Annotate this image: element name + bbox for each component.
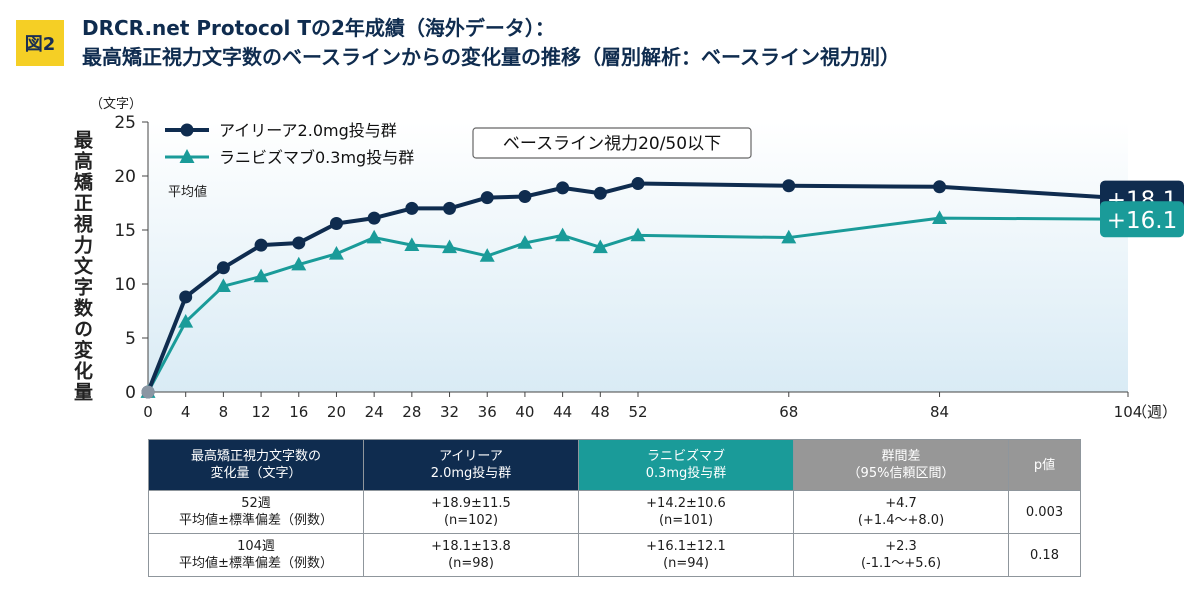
eylea-data-point	[254, 238, 268, 252]
origin-point	[141, 385, 155, 399]
ranibizumab-data-point	[932, 210, 948, 224]
eylea-data-point	[556, 181, 570, 195]
table-header-row: 最高矯正視力文字数の 変化量（文字） アイリーア 2.0mg投与群 ラニビズマブ 0.…	[148, 439, 1081, 491]
y-tick-label: 0	[125, 383, 136, 403]
x-tick-label: 24	[365, 403, 384, 421]
mean-note: 平均値	[168, 184, 207, 200]
table-row: 104週 平均値±標準偏差（例数） +18.1±13.8 (n=98) +16.1±…	[148, 533, 1081, 577]
ranibizumab-data-point	[517, 235, 533, 249]
x-tick-label: 0	[143, 403, 153, 421]
x-tick-label: 104	[1114, 403, 1143, 421]
header-ranibizumab: ラニビズマブ 0.3mg投与群	[578, 439, 794, 491]
plot-area	[148, 122, 1128, 392]
x-tick-label: 28	[402, 403, 421, 421]
subset-label-box	[472, 127, 752, 159]
eylea-data-point	[292, 236, 306, 250]
eylea-data-point	[593, 186, 607, 200]
ranibizumab-data-point	[253, 268, 269, 283]
subset-label: ベースライン視力20/50以下	[503, 134, 721, 154]
header-eylea: アイリーア 2.0mg投与群	[363, 439, 579, 491]
eylea-data-point	[631, 177, 645, 191]
legend-eylea-marker	[180, 123, 194, 137]
y-tick-label: 15	[114, 221, 136, 241]
x-tick-label: 52	[628, 403, 647, 421]
ranibizumab-data-point	[215, 278, 231, 293]
results-table: 最高矯正視力文字数の 変化量（文字） アイリーア 2.0mg投与群 ラニビズマブ 0.…	[148, 439, 1081, 577]
figure-number-badge: 図2	[16, 20, 64, 66]
ranibizumab-data-point	[630, 227, 646, 242]
x-tick-label: 36	[478, 403, 497, 421]
legend-ranibizumab-label: ラニビズマブ0.3mg投与群	[219, 148, 414, 167]
ranibizumab-end-label-box	[1100, 201, 1184, 238]
ranibizumab-data-point	[328, 245, 344, 260]
eylea-value: +18.9±11.5 (n=102)	[363, 490, 579, 534]
x-tick-label: 84	[930, 403, 949, 421]
y-tick-label: 5	[125, 329, 136, 349]
row-label: 104週 平均値±標準偏差（例数）	[148, 533, 364, 577]
x-unit-label: （週）	[1132, 403, 1177, 421]
p-value: 0.18	[1008, 533, 1081, 577]
y-tick-label: 25	[114, 113, 136, 133]
ranibizumab-data-point	[555, 227, 571, 242]
ranibizumab-data-point	[479, 248, 495, 262]
y-tick-label: 20	[114, 167, 136, 187]
ranibizumab-data-point	[366, 229, 382, 244]
y-axis-title: 最高矯正視力文字数の変化量	[71, 130, 94, 403]
title-line-2: 最高矯正視力文字数のベースラインからの変化量の推移（層別解析：ベースライン視力別…	[82, 45, 900, 69]
ranibizumab-data-point	[404, 237, 420, 251]
ranibizumab-data-point	[442, 239, 458, 254]
y-tick-label: 10	[114, 275, 136, 295]
ranibizumab-data-point	[592, 239, 608, 254]
header-change-letters: 最高矯正視力文字数の 変化量（文字）	[148, 439, 364, 491]
x-tick-label: 32	[440, 403, 459, 421]
eylea-data-point	[216, 261, 230, 275]
legend-ranibizumab-marker	[179, 149, 195, 163]
eylea-data-point	[367, 211, 381, 225]
p-value: 0.003	[1008, 490, 1081, 534]
eylea-value: +18.1±13.8 (n=98)	[363, 533, 579, 577]
eylea-data-point	[443, 201, 457, 215]
y-unit-label: （文字）	[90, 97, 142, 112]
eylea-data-point	[782, 179, 796, 193]
difference-value: +4.7 (+1.4〜+8.0)	[793, 490, 1009, 534]
row-label: 52週 平均値±標準偏差（例数）	[148, 490, 364, 534]
x-tick-label: 4	[181, 403, 191, 421]
ranibizumab-data-point	[291, 256, 307, 271]
header-p-value: p値	[1008, 439, 1081, 491]
x-tick-label: 68	[779, 403, 798, 421]
x-tick-label: 40	[515, 403, 534, 421]
x-tick-label: 20	[327, 403, 346, 421]
eylea-data-point	[179, 290, 193, 304]
ranibizumab-data-point	[178, 314, 194, 328]
x-tick-label: 44	[553, 403, 572, 421]
x-tick-label: 8	[219, 403, 229, 421]
legend-eylea-label: アイリーア2.0mg投与群	[219, 121, 397, 140]
eylea-data-point	[480, 191, 494, 205]
eylea-data-point	[329, 217, 343, 231]
eylea-data-point	[405, 201, 419, 215]
x-tick-label: 48	[591, 403, 610, 421]
ranibizumab-end-label: +16.1	[1107, 208, 1177, 234]
ranibizumab-data-point	[781, 229, 797, 244]
figure-title: DRCR.net Protocol Tの2年成績（海外データ）： 最高矯正視力文…	[82, 14, 1182, 72]
x-tick-label: 16	[289, 403, 308, 421]
eylea-data-point	[518, 190, 532, 204]
ranibizumab-value: +14.2±10.6 (n=101)	[578, 490, 794, 534]
table-row: 52週 平均値±標準偏差（例数） +18.9±11.5 (n=102) +14.2±…	[148, 490, 1081, 534]
eylea-data-point	[933, 180, 947, 194]
ranibizumab-value: +16.1±12.1 (n=94)	[578, 533, 794, 577]
title-line-1: DRCR.net Protocol Tの2年成績（海外データ）：	[82, 16, 555, 40]
header-difference: 群間差 （95%信頼区間）	[793, 439, 1009, 491]
x-tick-label: 12	[252, 403, 271, 421]
difference-value: +2.3 (-1.1〜+5.6)	[793, 533, 1009, 577]
